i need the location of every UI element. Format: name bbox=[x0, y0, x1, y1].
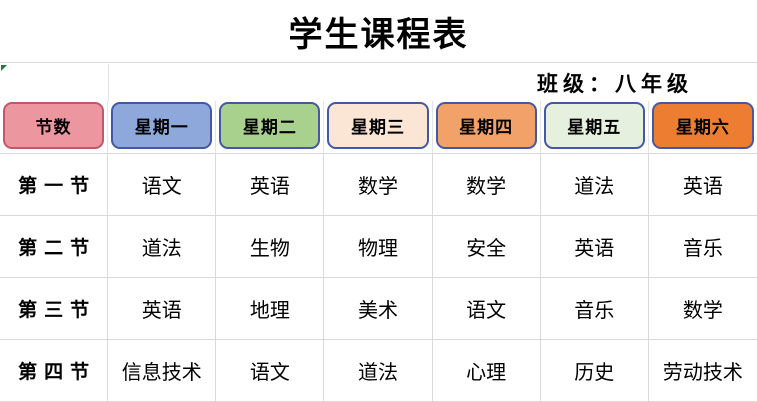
subject-cell[interactable]: 地理 bbox=[216, 277, 325, 339]
subject-cell[interactable]: 心理 bbox=[432, 339, 541, 401]
subject-cell[interactable]: 历史 bbox=[540, 339, 649, 401]
header-cell-friday[interactable]: 星期五 bbox=[543, 102, 645, 149]
header-col: 星期六 bbox=[649, 101, 757, 153]
period-cell[interactable]: 第一节 bbox=[0, 153, 109, 215]
header-cell-periods[interactable]: 节数 bbox=[3, 102, 105, 149]
subject-cell[interactable]: 劳动技术 bbox=[648, 339, 757, 401]
subject-cell[interactable]: 英语 bbox=[540, 215, 649, 277]
subject-cell[interactable]: 数学 bbox=[648, 277, 757, 339]
subject-cell[interactable]: 物理 bbox=[324, 215, 433, 277]
header-cell-tuesday[interactable]: 星期二 bbox=[219, 102, 321, 149]
header-cell-monday[interactable]: 星期一 bbox=[111, 102, 213, 149]
subject-cell[interactable]: 音乐 bbox=[540, 277, 649, 339]
subject-cell[interactable]: 语文 bbox=[216, 339, 325, 401]
header-col: 星期四 bbox=[433, 101, 541, 153]
subject-cell[interactable]: 数学 bbox=[324, 153, 433, 215]
header-col: 星期二 bbox=[216, 101, 325, 153]
header-col: 星期三 bbox=[324, 101, 433, 153]
subject-cell[interactable]: 音乐 bbox=[648, 215, 757, 277]
subject-cell[interactable]: 美术 bbox=[324, 277, 433, 339]
subject-cell[interactable]: 语文 bbox=[108, 153, 217, 215]
subject-cell[interactable]: 道法 bbox=[540, 153, 649, 215]
header-col: 星期五 bbox=[541, 101, 649, 153]
schedule-header-row: 节数 星期一 星期二 星期三 星期四 星期五 星期六 bbox=[0, 101, 757, 153]
subject-cell[interactable]: 英语 bbox=[216, 153, 325, 215]
header-cell-saturday[interactable]: 星期六 bbox=[651, 102, 754, 149]
period-cell[interactable]: 第二节 bbox=[0, 215, 109, 277]
subject-cell[interactable]: 安全 bbox=[432, 215, 541, 277]
subject-cell[interactable]: 道法 bbox=[108, 215, 217, 277]
class-row: 班级：八年级 bbox=[0, 64, 757, 101]
subject-cell[interactable]: 英语 bbox=[108, 277, 217, 339]
subject-cell[interactable]: 生物 bbox=[216, 215, 325, 277]
header-col: 星期一 bbox=[108, 101, 217, 153]
subject-cell[interactable]: 英语 bbox=[648, 153, 757, 215]
class-label[interactable]: 班级：八年级 bbox=[537, 71, 693, 96]
period-cell[interactable]: 第四节 bbox=[0, 339, 109, 401]
period-cell[interactable]: 第三节 bbox=[0, 277, 109, 339]
subject-cell[interactable]: 数学 bbox=[432, 153, 541, 215]
title-band: 学生课程表 bbox=[0, 0, 757, 63]
page-title[interactable]: 学生课程表 bbox=[288, 16, 469, 54]
column-gridline bbox=[108, 64, 109, 101]
subject-cell[interactable]: 语文 bbox=[432, 277, 541, 339]
schedule-table: 第一节 语文 英语 数学 数学 道法 英语 第二节 道法 生物 物理 安全 英语… bbox=[0, 153, 757, 402]
subject-cell[interactable]: 信息技术 bbox=[108, 339, 217, 401]
header-col: 节数 bbox=[0, 101, 109, 153]
header-cell-thursday[interactable]: 星期四 bbox=[435, 102, 537, 149]
header-cell-wednesday[interactable]: 星期三 bbox=[327, 102, 429, 149]
cell-error-triangle-icon bbox=[1, 65, 7, 71]
subject-cell[interactable]: 道法 bbox=[324, 339, 433, 401]
